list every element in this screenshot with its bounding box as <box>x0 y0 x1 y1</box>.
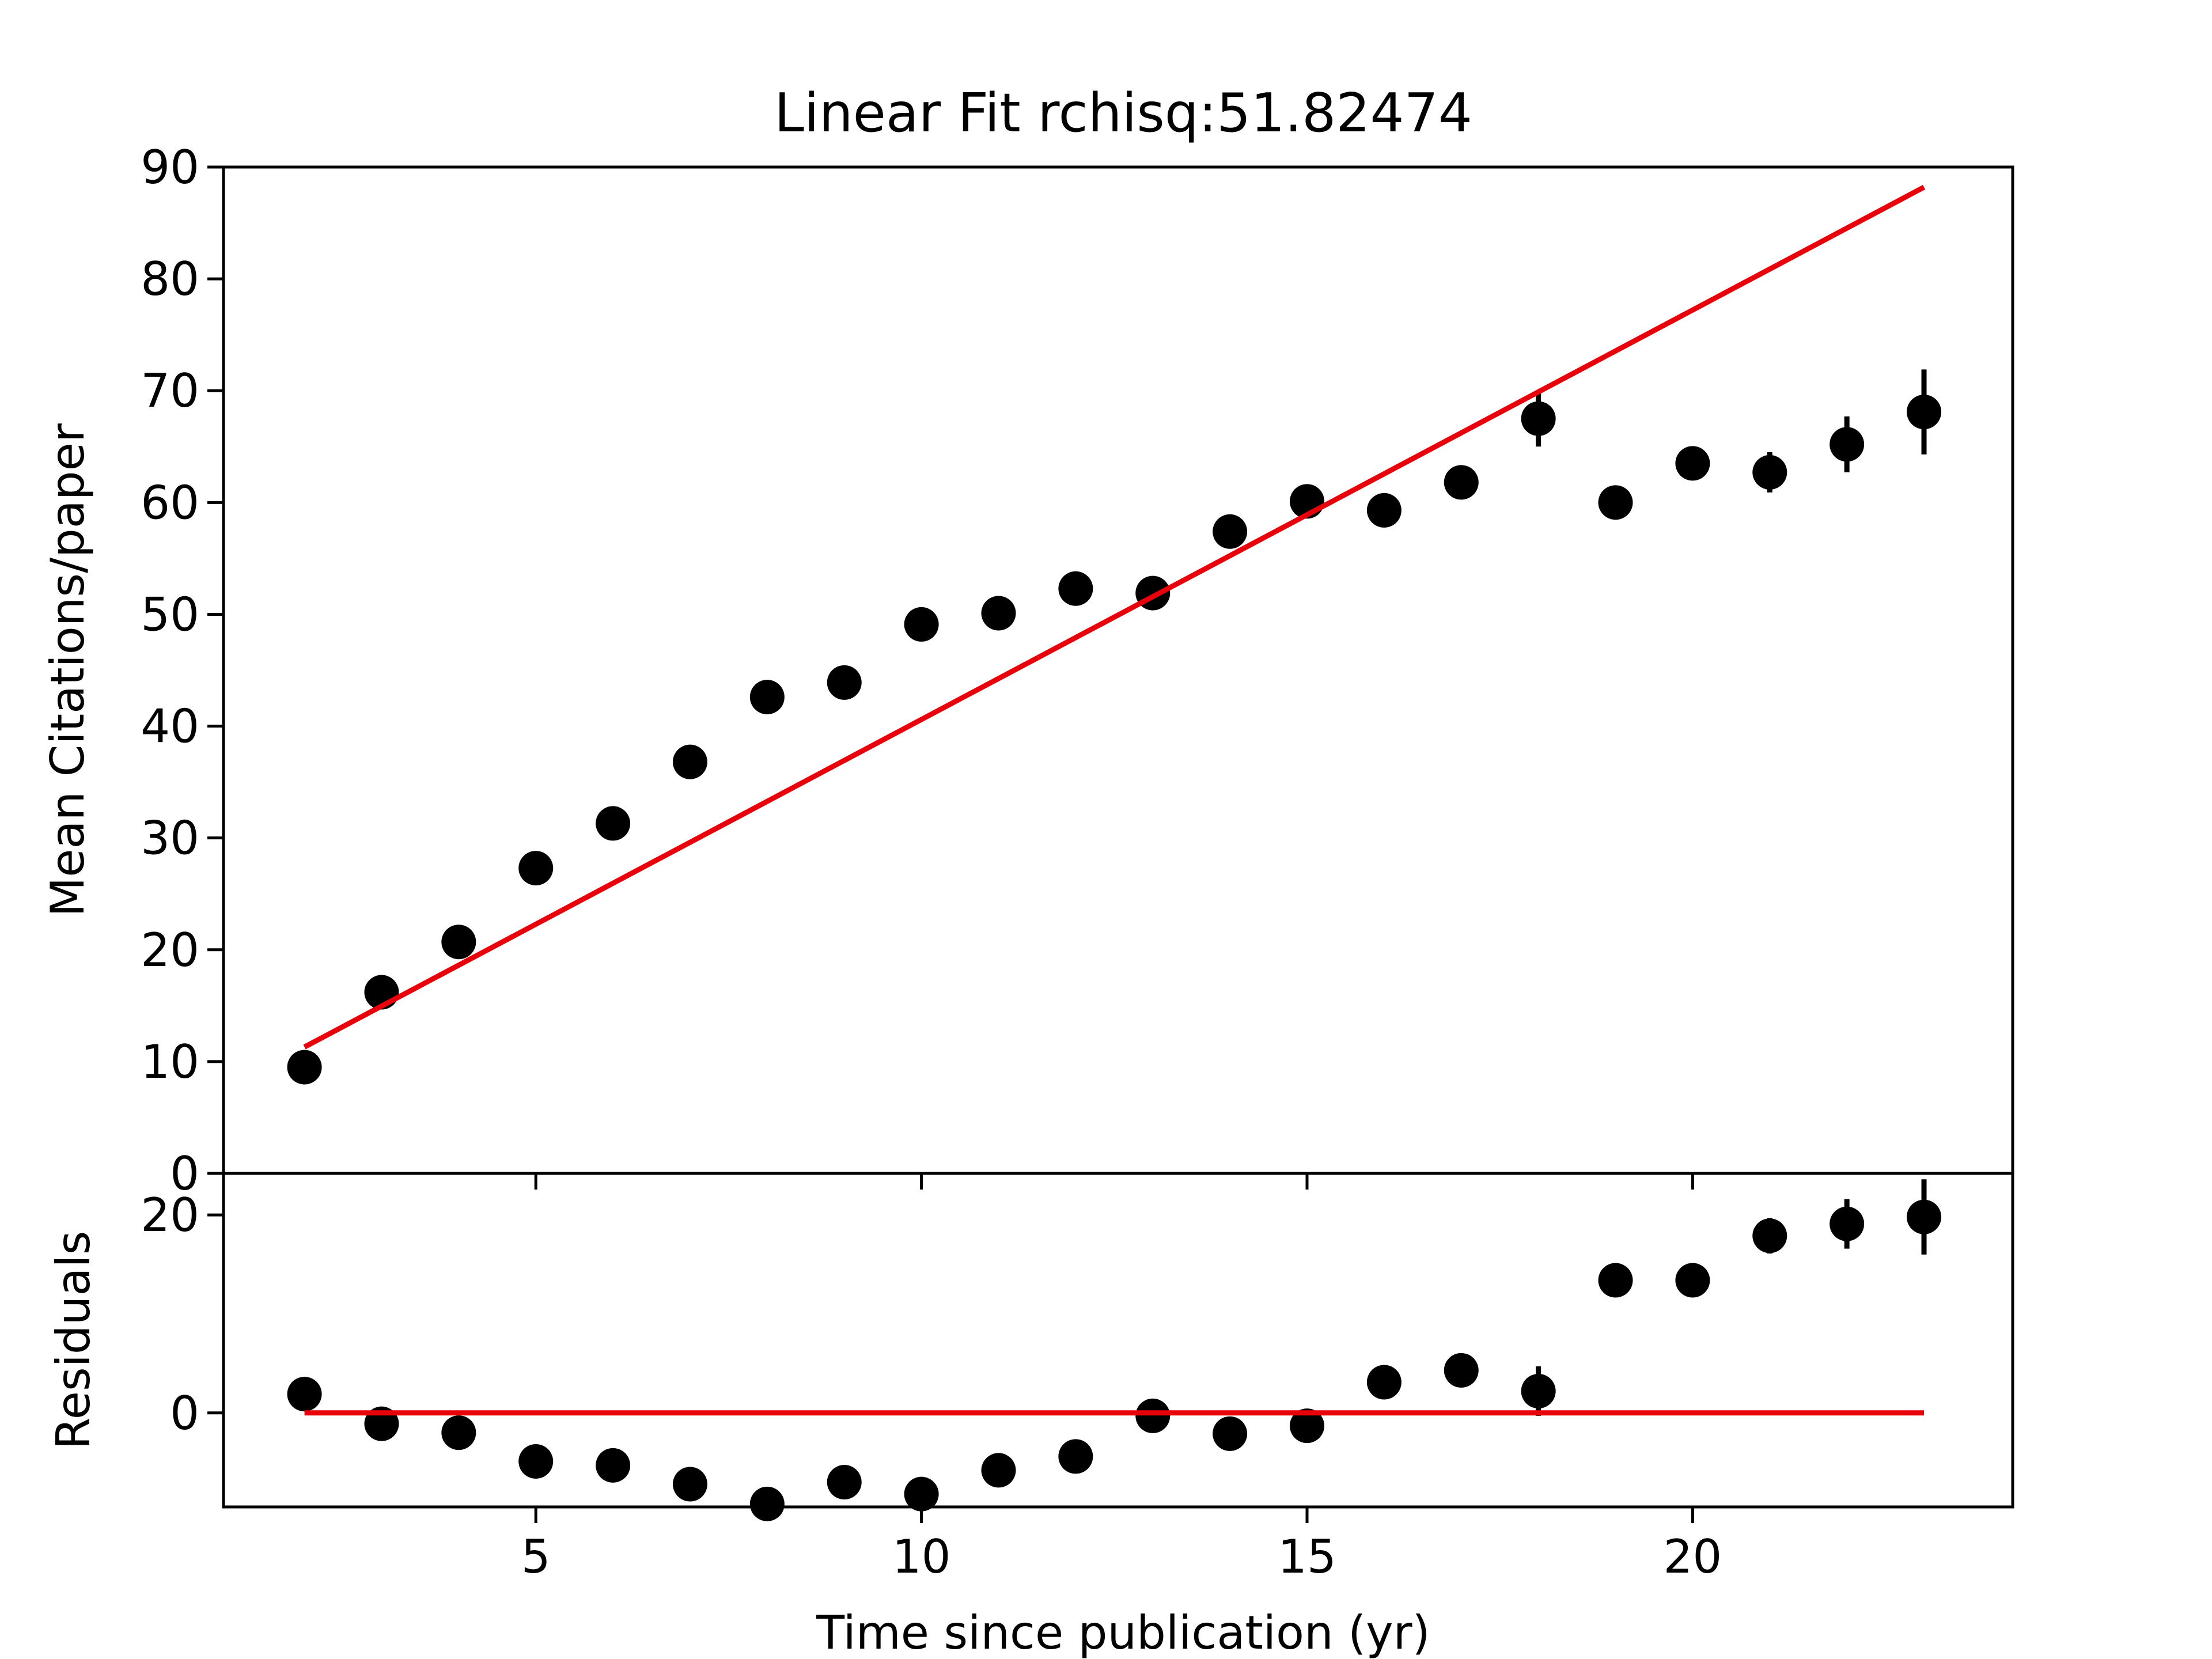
x-tick-label: 15 <box>1278 1530 1336 1584</box>
data-point <box>1675 446 1710 481</box>
y-tick-label: 50 <box>141 588 199 641</box>
y-tick-label: 20 <box>141 1188 199 1242</box>
data-point <box>981 1453 1016 1488</box>
data-point <box>981 596 1016 631</box>
x-axis-label: Time since publication (yr) <box>816 1606 1430 1659</box>
data-point <box>827 1465 862 1500</box>
data-point <box>1366 493 1402 528</box>
data-point <box>1213 1416 1248 1451</box>
data-point <box>287 1377 322 1412</box>
axes-frame <box>222 1172 2014 1509</box>
data-point <box>1444 1353 1479 1388</box>
data-point <box>1213 514 1248 549</box>
x-tick-label: 20 <box>1664 1530 1722 1584</box>
data-point <box>1444 465 1479 500</box>
data-point <box>441 1415 476 1450</box>
y-tick-label: 20 <box>141 923 199 977</box>
y-tick-label: 80 <box>141 252 199 306</box>
fit-line <box>303 184 1926 1050</box>
data-point <box>1058 1439 1093 1474</box>
data-point <box>1907 1199 1942 1234</box>
y-tick-label: 30 <box>141 812 199 865</box>
data-point <box>518 1444 554 1479</box>
y-tick-label: 90 <box>141 141 199 194</box>
y-tick-label: 0 <box>170 1387 199 1440</box>
data-point <box>672 744 707 779</box>
data-point <box>672 1467 707 1502</box>
data-point <box>1907 395 1942 430</box>
y-tick-label: 0 <box>170 1147 199 1200</box>
data-point <box>596 1448 631 1483</box>
y-tick-label: 70 <box>141 364 199 418</box>
y-tick-label: 10 <box>141 1035 199 1089</box>
data-point <box>904 607 939 642</box>
y-tick-label: 40 <box>141 700 199 753</box>
data-point <box>749 680 785 715</box>
data-point <box>1521 1373 1556 1408</box>
data-point <box>1135 1398 1171 1433</box>
data-point <box>749 1486 785 1521</box>
data-point <box>1058 571 1093 606</box>
data-point <box>441 925 476 960</box>
y-tick-label: 60 <box>141 476 199 529</box>
y-axis-label: Mean Citations/paper <box>41 423 94 917</box>
data-point <box>1830 427 1865 462</box>
data-point <box>1752 454 1787 490</box>
data-point <box>596 806 631 841</box>
x-tick-label: 10 <box>892 1530 951 1584</box>
data-point <box>827 665 862 700</box>
data-point <box>518 851 554 886</box>
data-point <box>1598 1263 1633 1298</box>
chart-title: Linear Fit rchisq:51.82474 <box>774 82 1472 144</box>
residuals-panel: 0 20 5 10 15 20 Residuals <box>47 1172 2014 1584</box>
data-point <box>1752 1218 1787 1253</box>
data-point <box>1366 1365 1402 1400</box>
x-tick-label: 5 <box>521 1530 551 1584</box>
data-point <box>287 1050 322 1085</box>
data-point <box>1521 401 1556 436</box>
data-point <box>1598 485 1633 520</box>
data-point <box>1830 1206 1865 1241</box>
data-point <box>904 1476 939 1512</box>
y-axis-label: Residuals <box>47 1231 100 1450</box>
main-fit-panel: 0 10 20 30 40 50 60 70 80 90 Mean Citations/paper <box>41 141 2014 1200</box>
data-point <box>1675 1263 1710 1298</box>
data-point <box>1290 1408 1325 1444</box>
